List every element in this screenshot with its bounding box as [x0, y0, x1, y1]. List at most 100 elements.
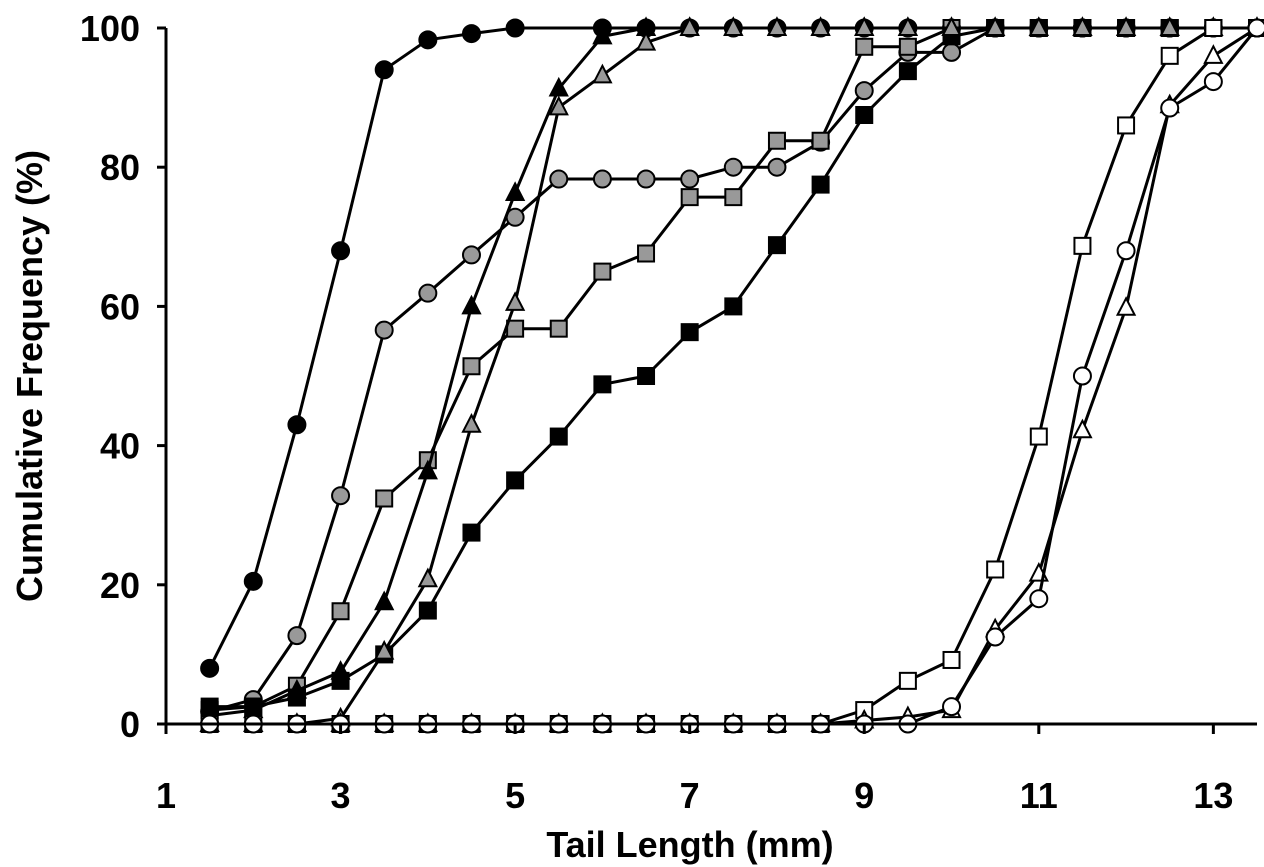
series-line — [209, 26, 1257, 726]
data-point — [1203, 44, 1224, 64]
data-point — [766, 16, 788, 36]
data-point — [767, 131, 786, 150]
data-point — [680, 188, 699, 207]
series-line — [209, 26, 1257, 712]
data-point — [504, 291, 526, 311]
data-point — [942, 697, 962, 717]
series-layer — [199, 16, 1264, 734]
data-point — [331, 241, 351, 261]
data-point — [593, 375, 612, 394]
x-axis-title: Tail Length (mm) — [546, 824, 833, 865]
data-point — [548, 76, 569, 97]
data-point — [1160, 98, 1180, 118]
series-0 — [200, 18, 1264, 678]
data-point — [461, 24, 481, 44]
data-point — [1072, 366, 1092, 386]
data-point — [1117, 116, 1136, 135]
y-tick-label: 0 — [120, 704, 140, 745]
data-point — [506, 471, 525, 490]
x-tick-label: 11 — [1020, 775, 1058, 816]
series-6 — [200, 19, 1264, 733]
data-point — [286, 678, 308, 699]
data-point — [855, 106, 874, 124]
data-point — [680, 323, 699, 342]
data-point — [723, 16, 744, 36]
x-tick-label: 7 — [680, 775, 700, 816]
data-point — [243, 571, 263, 591]
data-point — [767, 236, 786, 255]
data-point — [505, 18, 525, 38]
data-point — [330, 660, 351, 680]
y-tick-label: 60 — [100, 286, 140, 327]
data-point — [1072, 418, 1093, 439]
data-point — [1116, 241, 1136, 261]
data-point — [1029, 427, 1048, 446]
series-line — [209, 26, 1257, 726]
data-point — [462, 523, 481, 542]
data-point — [1247, 18, 1264, 38]
data-point — [331, 602, 350, 621]
series-line — [208, 26, 1257, 669]
y-axis-title: Cumulative Frequency (%) — [9, 150, 50, 602]
data-point — [461, 294, 482, 315]
data-point — [1115, 296, 1137, 316]
data-point — [592, 63, 613, 84]
data-point — [593, 262, 612, 281]
data-point — [461, 413, 482, 433]
data-point — [942, 42, 962, 62]
data-point — [898, 37, 917, 56]
data-point — [1072, 16, 1093, 36]
data-point — [941, 16, 962, 36]
data-point — [1204, 19, 1223, 37]
y-tick-label: 100 — [80, 8, 140, 49]
data-point — [549, 169, 569, 189]
data-point — [767, 157, 787, 177]
data-point — [854, 16, 875, 36]
data-point — [1073, 236, 1092, 255]
data-point — [461, 245, 481, 265]
data-point — [1203, 72, 1223, 92]
data-point — [375, 489, 394, 508]
y-tick-label: 20 — [100, 565, 140, 606]
data-point — [985, 16, 1006, 36]
series-5 — [199, 16, 1264, 732]
data-point — [287, 626, 307, 646]
data-point — [1160, 46, 1179, 65]
data-point — [855, 37, 874, 56]
data-point — [637, 244, 656, 263]
series-line — [209, 26, 1258, 726]
data-point — [636, 169, 656, 189]
data-point — [811, 175, 830, 194]
data-point — [985, 627, 1005, 647]
data-point — [462, 357, 481, 376]
data-point — [1115, 16, 1137, 36]
data-point — [637, 367, 656, 385]
data-point — [810, 16, 831, 36]
data-point — [418, 30, 438, 50]
data-point — [548, 95, 569, 116]
x-tick-label: 9 — [854, 775, 874, 816]
data-point — [897, 16, 919, 36]
data-point — [417, 567, 438, 588]
data-point — [592, 169, 612, 189]
x-tick-label: 5 — [505, 775, 525, 816]
data-point — [592, 24, 613, 45]
data-point — [374, 320, 394, 340]
data-point — [942, 650, 961, 669]
data-point — [1159, 16, 1180, 36]
data-point — [724, 297, 743, 316]
data-point — [1029, 589, 1049, 609]
data-point — [504, 181, 526, 201]
x-tick-label: 1 — [156, 775, 176, 816]
data-point — [898, 671, 917, 690]
data-point — [417, 459, 438, 480]
data-point — [374, 590, 395, 611]
data-point — [724, 188, 743, 207]
data-point — [635, 30, 657, 51]
x-tick-label: 13 — [1193, 775, 1233, 816]
data-point — [374, 60, 394, 80]
data-point — [811, 131, 830, 150]
x-tick-label: 3 — [331, 775, 351, 816]
series-line — [209, 26, 1257, 709]
